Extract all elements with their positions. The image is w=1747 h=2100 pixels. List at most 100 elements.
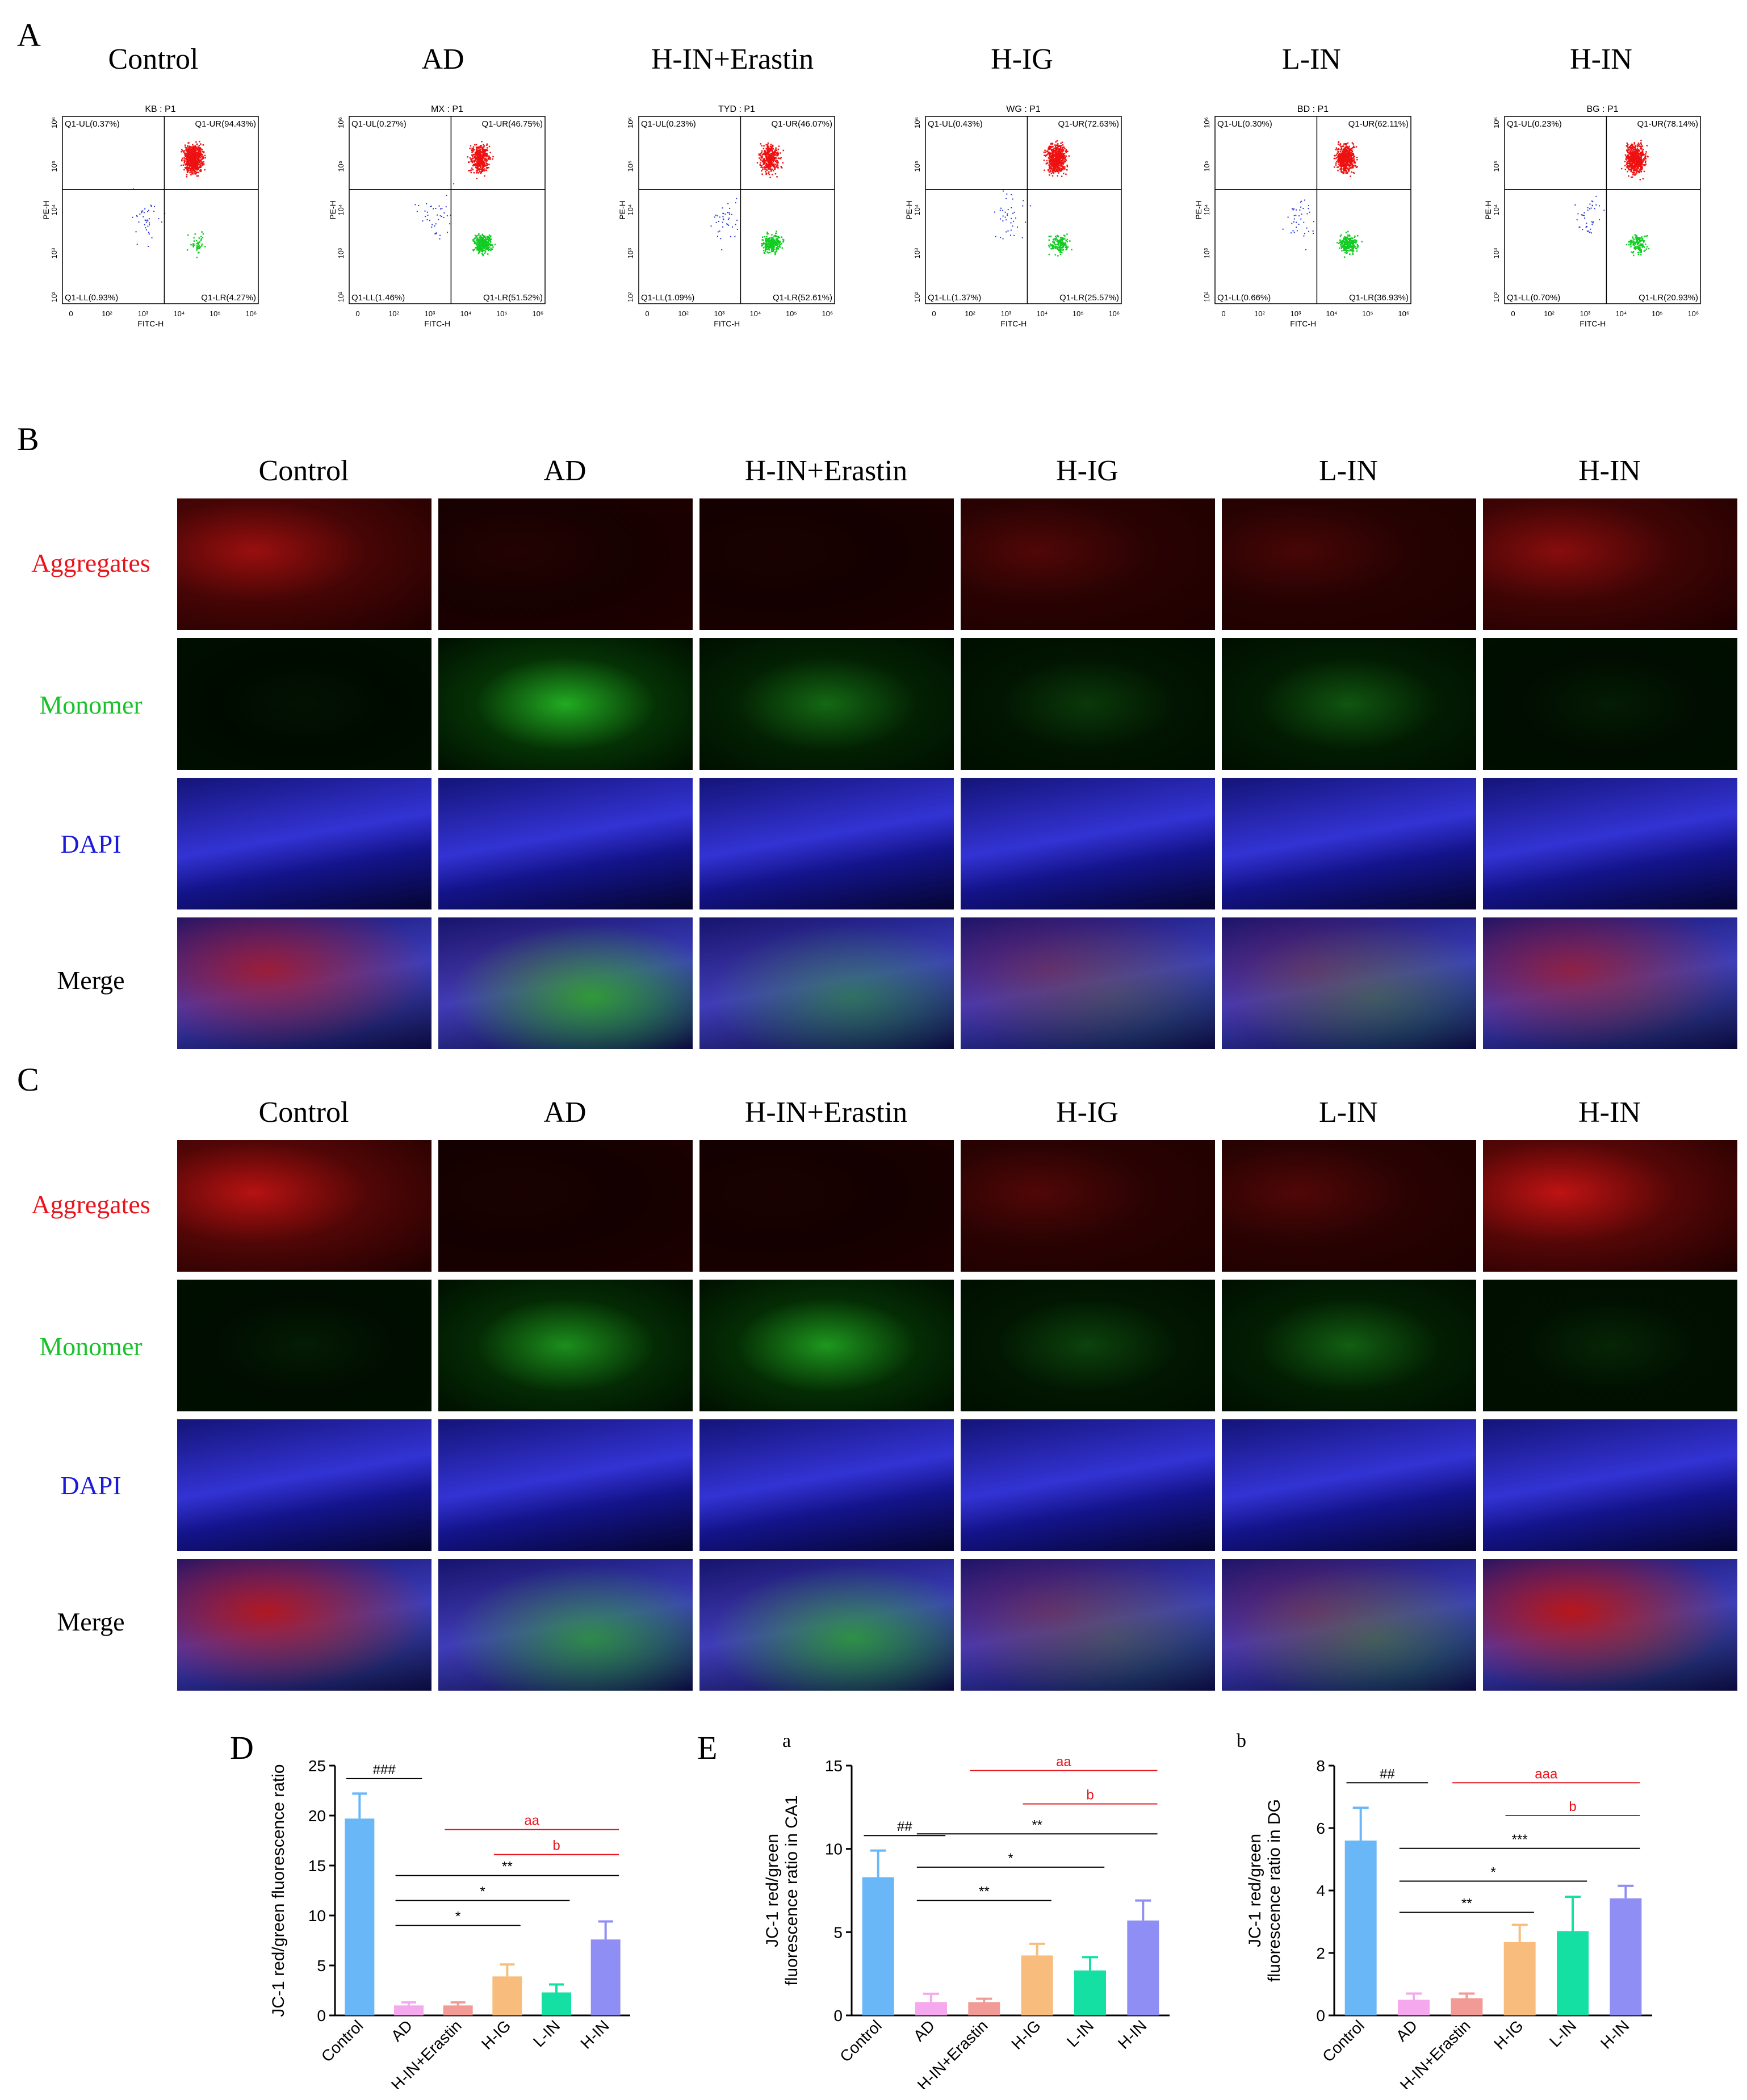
y-tick-label: 0 — [833, 2007, 843, 2024]
x-tick-label: 10³ — [1001, 309, 1012, 318]
micrograph-tile — [1483, 778, 1737, 909]
significance-label: b — [1569, 1799, 1576, 1814]
y-tick-label: 10³ — [50, 248, 58, 258]
flow-title-lin: L-IN — [1282, 43, 1341, 76]
bar — [492, 1976, 522, 2015]
y-tick-label: 10⁶ — [913, 117, 921, 128]
x-tick-label: L-IN — [530, 2017, 563, 2050]
y-axis-label: PE-H — [904, 200, 914, 219]
y-tick-label: 10² — [337, 291, 345, 302]
y-tick-label: 10² — [50, 291, 58, 302]
significance-label: * — [455, 1909, 460, 1925]
flow-dots — [710, 142, 785, 255]
x-axis-label: FITC-H — [1000, 319, 1027, 328]
micrograph-tile — [177, 638, 431, 770]
significance-label: *** — [1512, 1832, 1528, 1847]
micrograph-tile — [177, 1419, 431, 1551]
bar — [968, 2002, 1000, 2015]
x-tick-label: 10⁶ — [245, 309, 257, 318]
y-tick-label: 10⁶ — [337, 117, 345, 128]
micrograph-tile — [177, 1280, 431, 1411]
quadrant-label-q-lr: Q1-LR(25.57%) — [1059, 293, 1119, 303]
x-tick-label: L-IN — [1063, 2017, 1097, 2050]
y-tick-label: 10⁵ — [1203, 161, 1211, 172]
quadrant-label-q-ul: Q1-UL(0.23%) — [1507, 119, 1562, 129]
x-tick-label: 10⁵ — [1073, 309, 1084, 318]
y-tick-label: 10² — [626, 291, 635, 302]
micrograph-tile — [961, 638, 1215, 770]
x-tick-label: 10⁴ — [1036, 309, 1048, 318]
quadrant-label-q-lr: Q1-LR(52.61%) — [773, 293, 832, 303]
x-tick-label: 10⁵ — [210, 309, 221, 318]
bar — [915, 2002, 947, 2015]
x-tick-label: 10⁵ — [1652, 309, 1663, 318]
flow-plot-code: TYD : P1 — [718, 104, 755, 114]
micrograph-tile — [699, 638, 954, 770]
significance-label: ## — [1380, 1766, 1395, 1782]
micrograph-tile — [1222, 638, 1476, 770]
b-title-hin: H-IN — [1578, 455, 1641, 487]
bar — [1557, 1931, 1589, 2015]
bar — [1610, 1898, 1642, 2015]
x-tick-label: 0 — [645, 309, 649, 318]
y-tick-label: 15 — [308, 1857, 326, 1875]
quadrant-label-q-ur: Q1-UR(46.07%) — [771, 119, 832, 129]
c-row-label-merge: Merge — [57, 1607, 125, 1636]
x-axis-label: FITC-H — [424, 319, 450, 328]
b-row-label-dapi: DAPI — [60, 829, 122, 858]
y-tick-label: 15 — [825, 1757, 843, 1775]
flow-dots — [1574, 140, 1650, 257]
flow-plot: MX : P1 Q1-UL(0.27%) Q1-UR(46.75%) Q1-LL(1.… — [326, 99, 571, 343]
quadrant-label-q-ur: Q1-UR(46.75%) — [481, 119, 543, 129]
bar — [1127, 1920, 1159, 2015]
x-axis-label: FITC-H — [1580, 319, 1606, 328]
flow-title-ad: AD — [421, 43, 464, 76]
flow-title-hig: H-IG — [991, 43, 1053, 76]
x-tick-label: 10⁴ — [173, 309, 185, 318]
significance-label: * — [1490, 1865, 1495, 1880]
flow-dots — [414, 141, 496, 257]
x-tick-label: 10⁶ — [532, 309, 543, 318]
flow-title-hin: H-IN — [1570, 43, 1632, 76]
bar — [1074, 1970, 1106, 2015]
flow-plot-svg: WG : P1 Q1-UL(0.43%) Q1-UR(72.63%) Q1-LL(1.… — [904, 104, 1122, 328]
flow-plot-svg: BG : P1 Q1-UL(0.23%) Q1-UR(78.14%) Q1-LL(0.… — [1484, 104, 1701, 328]
significance-label: aa — [524, 1813, 539, 1829]
y-tick-label: 10⁵ — [337, 161, 345, 172]
x-axis-label: FITC-H — [714, 319, 740, 328]
flow-title-control: Control — [108, 43, 199, 76]
y-tick-label: 20 — [308, 1807, 326, 1825]
significance-label: ** — [1461, 1896, 1472, 1912]
y-tick-label: 10² — [1492, 291, 1501, 302]
bar — [1021, 1955, 1053, 2015]
x-tick-label: 0 — [69, 309, 73, 318]
flow-plot-svg: MX : P1 Q1-UL(0.27%) Q1-UR(46.75%) Q1-LL(1.… — [328, 104, 546, 328]
micrograph-tile — [1483, 917, 1737, 1049]
x-tick-label: 10² — [678, 309, 689, 318]
micrograph-tile — [1483, 638, 1737, 770]
flow-plot-frame — [349, 116, 546, 304]
chart-ea-svg: JC-1 red/green fluorescence ratio in CA1 0… — [763, 1754, 1170, 2094]
x-tick-label: AD — [910, 2017, 938, 2044]
quadrant-label-q-lr: Q1-LR(51.52%) — [483, 293, 543, 303]
c-title-hin: H-IN — [1578, 1096, 1641, 1129]
chart-eb: JC-1 red/green fluorescence ratio in DG 0 2… — [1221, 1737, 1675, 2094]
bar — [1503, 1942, 1536, 2015]
quadrant-label-q-ur: Q1-UR(78.14%) — [1637, 119, 1698, 129]
significance-label: ** — [502, 1859, 513, 1875]
x-tick-label: 10⁶ — [1108, 309, 1120, 318]
x-tick-label: 10⁶ — [822, 309, 833, 318]
micrograph-tile — [961, 1280, 1215, 1411]
x-tick-label: H-IG — [478, 2017, 514, 2053]
micrograph-tile — [438, 1140, 693, 1272]
bar — [862, 1877, 894, 2015]
x-tick-label: H-IN — [1597, 2017, 1633, 2052]
micrograph-tile — [1483, 1419, 1737, 1551]
significance-label: b — [552, 1838, 560, 1854]
x-tick-label: 10⁶ — [1687, 309, 1699, 318]
micrograph-tile — [438, 778, 693, 909]
micrograph-tile — [1483, 1140, 1737, 1272]
y-tick-label: 10 — [825, 1841, 843, 1858]
y-axis-label: PE-H — [618, 200, 627, 219]
flow-plot: WG : P1 Q1-UL(0.43%) Q1-UR(72.63%) Q1-LL(1.… — [903, 99, 1147, 343]
